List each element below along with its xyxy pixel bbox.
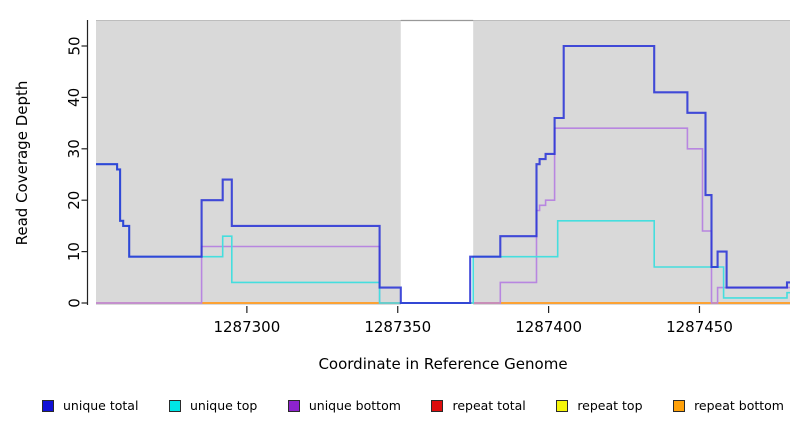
y-tick-label: 0 [65, 298, 83, 308]
legend-swatch-icon [673, 400, 686, 412]
legend-swatch-icon [431, 400, 444, 412]
plot-bg-right [473, 20, 790, 305]
legend-label: unique total [63, 397, 139, 413]
coverage-chart: 0 10 20 30 40 50 1287300 1287350 1287400 1287450 … [13, 19, 790, 373]
y-tick-label: 40 [65, 88, 83, 107]
x-tick-label: 1287350 [364, 318, 431, 336]
y-tick-label: 30 [65, 139, 83, 158]
y-tick-label: 20 [65, 191, 83, 210]
legend-item-unique-total: unique total [42, 397, 139, 413]
legend-label: repeat total [452, 397, 526, 413]
legend-item-repeat-top: repeat top [556, 397, 643, 413]
x-tick-label: 1287400 [515, 318, 582, 336]
y-tick-label: 50 [65, 36, 83, 55]
plot-bg-left [96, 20, 401, 305]
legend-item-repeat-bottom: repeat bottom [673, 397, 784, 413]
legend-label: unique bottom [308, 397, 401, 413]
legend-label: repeat top [577, 397, 643, 413]
legend-label: repeat bottom [694, 397, 784, 413]
y-axis-title: Read Coverage Depth [13, 81, 31, 246]
y-tick-label: 10 [65, 242, 83, 261]
legend-item-repeat-total: repeat total [431, 397, 526, 413]
legend-label: unique top [189, 397, 258, 413]
x-tick-label: 1287300 [213, 318, 280, 336]
plot-dynamic-layer: 0 10 20 30 40 50 1287300 1287350 1287400 1287450 [65, 19, 790, 336]
legend-swatch-icon [556, 400, 569, 412]
legend-swatch-icon [168, 400, 181, 412]
chart-legend: unique total unique top unique bottom repea… [42, 394, 784, 418]
legend-swatch-icon [42, 400, 54, 412]
series-unique-total [96, 44, 790, 305]
legend-item-unique-top: unique top [168, 397, 258, 413]
x-tick-label: 1287450 [666, 318, 733, 336]
legend-item-unique-bottom: unique bottom [287, 397, 401, 413]
legend-swatch-icon [287, 400, 300, 412]
x-axis-title: Coordinate in Reference Genome [318, 355, 567, 373]
